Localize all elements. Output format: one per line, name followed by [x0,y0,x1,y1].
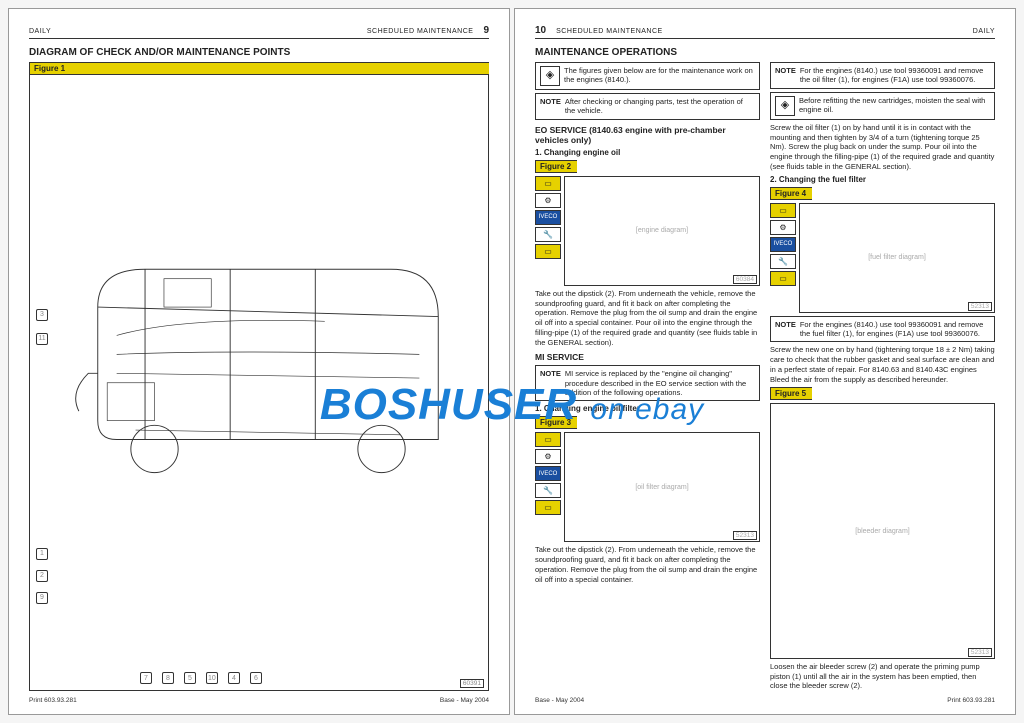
callout: 9 [36,592,48,604]
service-heading: EO SERVICE (8140.63 engine with pre-cham… [535,125,760,145]
callout: 4 [228,672,240,684]
figure-image: [oil filter diagram] 52313 [564,432,760,542]
icon-tile: ▭ [535,500,561,515]
diagram-ref: 60384 [733,275,757,284]
icon-tile: 🔧 [535,483,561,498]
note-box: NOTE After checking or changing parts, t… [535,93,760,120]
figure-icon-strip: ▭ ⚙ IVECO 🔧 ▭ [535,176,561,286]
figure-image: [engine diagram] 60384 [564,176,760,286]
icon-tile: 🔧 [535,227,561,242]
body-text: Take out the dipstick (2). From undernea… [535,545,760,584]
diagram-ref: 52313 [968,302,992,311]
column-right: NOTE For the engines (8140.) use tool 99… [770,62,995,691]
page-spread: DAILY SCHEDULED MAINTENANCE 9 DIAGRAM OF… [8,8,1016,715]
note-text: After checking or changing parts, test t… [565,97,755,116]
note-label: NOTE [775,320,796,329]
page-number: 9 [483,25,489,36]
print-ref: Print 603.93.281 [947,697,995,704]
column-left: ◈ The figures given below are for the ma… [535,62,760,691]
note-box: NOTE MI service is replaced by the "engi… [535,365,760,401]
info-box: ◈ The figures given below are for the ma… [535,62,760,90]
figure-block: ▭ ⚙ IVECO 🔧 ▭ [oil filter diagram] 52313 [535,432,760,542]
body-text: Screw the oil filter (1) on by hand unti… [770,123,995,172]
diamond-icon: ◈ [540,66,560,86]
body-text: Loosen the air bleeder screw (2) and ope… [770,662,995,691]
note-text: For the engines (8140.) use tool 9936009… [800,320,990,339]
note-label: NOTE [775,66,796,75]
figure-image: [bleeder diagram] 52313 [770,403,995,659]
icon-tile: ▭ [770,203,796,218]
section-title: DIAGRAM OF CHECK AND/OR MAINTENANCE POIN… [29,47,489,58]
step-heading: 1. Changing engine oil filter [535,404,760,413]
diagram-ref: 60391 [460,679,484,688]
info-text: The figures given below are for the main… [564,66,755,85]
callout: 5 [184,672,196,684]
info-text: Before refitting the new cartridges, moi… [799,96,990,115]
note-text: For the engines (8140.) use tool 9936009… [800,66,990,85]
icon-tile: ⚙ [770,220,796,235]
base-date: Base - May 2004 [440,697,489,704]
note-label: NOTE [540,369,561,378]
page-footer: Print 603.93.281 Base - May 2004 [29,697,489,704]
page-header: 10 SCHEDULED MAINTENANCE DAILY [535,25,995,39]
figure-label: Figure 5 [770,387,812,400]
figure-block: ▭ ⚙ IVECO 🔧 ▭ [engine diagram] 60384 [535,176,760,286]
icon-tile: ⚙ [535,449,561,464]
body-text: Take out the dipstick (2). From undernea… [535,289,760,348]
diagram-ref: 52313 [968,648,992,657]
columns: ◈ The figures given below are for the ma… [535,62,995,691]
figure-label: Figure 4 [770,187,812,200]
figure-icon-strip: ▭ ⚙ IVECO 🔧 ▭ [770,203,796,313]
page-left: DAILY SCHEDULED MAINTENANCE 9 DIAGRAM OF… [8,8,510,715]
brand-right: DAILY [973,28,995,35]
main-diagram: 3 11 1 2 9 7 8 5 10 4 6 60391 [29,74,489,691]
note-box: NOTE For the engines (8140.) use tool 99… [770,316,995,343]
page-footer: Base - May 2004 Print 603.93.281 [535,697,995,704]
icon-tile: ⚙ [535,193,561,208]
figure-block: ▭ ⚙ IVECO 🔧 ▭ [fuel filter diagram] 5231… [770,203,995,313]
iveco-badge: IVECO [770,237,796,252]
note-box: NOTE For the engines (8140.) use tool 99… [770,62,995,89]
section-title: MAINTENANCE OPERATIONS [535,47,995,58]
section-name: SCHEDULED MAINTENANCE [556,28,663,35]
page-number: 10 [535,25,546,36]
callout: 8 [162,672,174,684]
figure-label: Figure 3 [535,416,577,429]
figure-label: Figure 2 [535,160,577,173]
callout: 7 [140,672,152,684]
step-heading: 1. Changing engine oil [535,148,760,157]
note-text: MI service is replaced by the "engine oi… [565,369,755,397]
info-box: ◈ Before refitting the new cartridges, m… [770,92,995,120]
icon-tile: ▭ [535,244,561,259]
section-name: SCHEDULED MAINTENANCE [367,28,474,35]
step-heading: 2. Changing the fuel filter [770,175,995,184]
figure-image: [fuel filter diagram] 52313 [799,203,995,313]
brand-left: DAILY [29,28,51,35]
icon-tile: ▭ [535,432,561,447]
base-date: Base - May 2004 [535,697,584,704]
service-heading: MI SERVICE [535,352,760,362]
callout: 3 [36,309,48,321]
diamond-icon: ◈ [775,96,795,116]
callout: 11 [36,333,48,345]
body-text: Screw the new one on by hand (tightening… [770,345,995,384]
iveco-badge: IVECO [535,466,561,481]
note-label: NOTE [540,97,561,106]
callout: 1 [36,548,48,560]
print-ref: Print 603.93.281 [29,697,77,704]
page-header: DAILY SCHEDULED MAINTENANCE 9 [29,25,489,39]
icon-tile: ▭ [535,176,561,191]
callout: 6 [250,672,262,684]
icon-tile: ▭ [770,271,796,286]
page-right: 10 SCHEDULED MAINTENANCE DAILY MAINTENAN… [514,8,1016,715]
diagram-ref: 52313 [733,531,757,540]
van-illustration [41,106,476,660]
callout: 10 [206,672,218,684]
callout: 2 [36,570,48,582]
icon-tile: 🔧 [770,254,796,269]
figure-icon-strip: ▭ ⚙ IVECO 🔧 ▭ [535,432,561,542]
iveco-badge: IVECO [535,210,561,225]
